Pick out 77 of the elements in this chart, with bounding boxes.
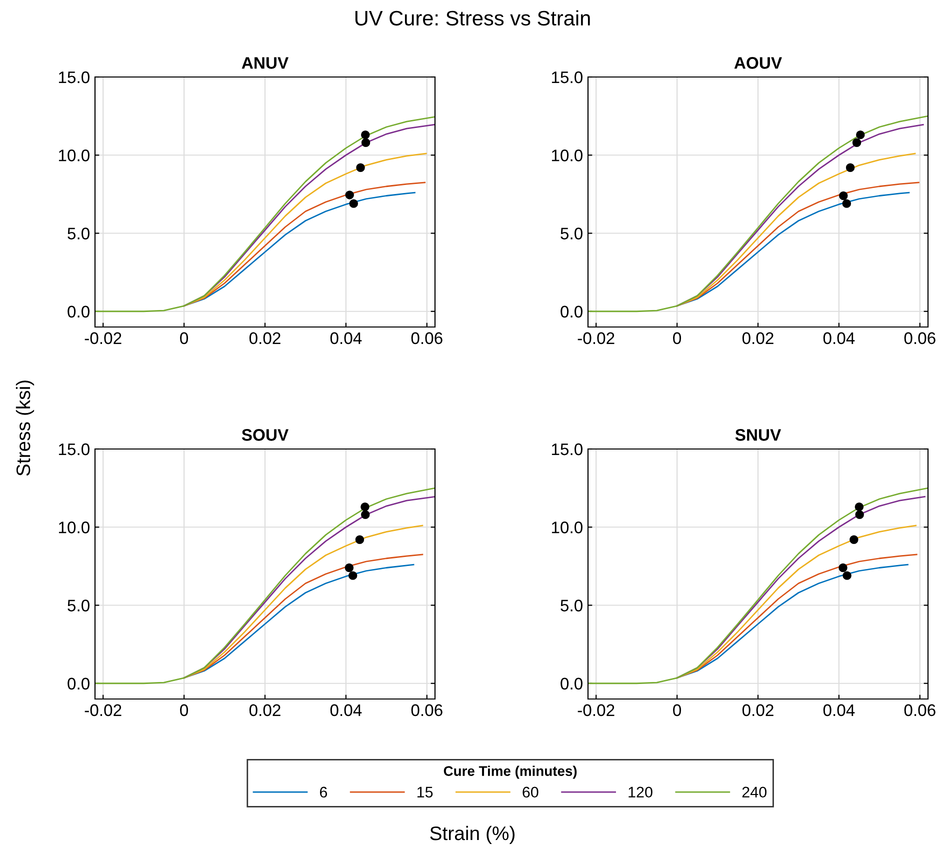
- x-tick-label: 0: [180, 332, 188, 344]
- point: [850, 535, 858, 544]
- x-tick-label: 0.06: [904, 332, 936, 344]
- y-axis-title: Stress (ksi): [16, 380, 34, 476]
- y-tick-label: 5.0: [560, 600, 582, 612]
- x-tick-label: 0.02: [249, 704, 280, 716]
- point: [855, 510, 864, 519]
- point: [356, 163, 365, 172]
- point: [361, 138, 370, 147]
- x-tick-label: 0.04: [823, 332, 855, 344]
- x-tick-label: 0.02: [742, 332, 774, 344]
- line-series: [588, 487, 928, 684]
- point: [854, 502, 864, 512]
- x-tick-label: -0.02: [84, 332, 122, 344]
- y-tick-label: 15.0: [552, 71, 582, 84]
- point: [838, 563, 848, 572]
- chart-title: SNUV: [735, 429, 782, 441]
- point: [361, 510, 370, 519]
- legend-title: Cure Time (minutes): [444, 766, 577, 779]
- line-series: [183, 496, 435, 679]
- point: [839, 191, 848, 200]
- point: [361, 130, 370, 140]
- line-series: [183, 124, 435, 307]
- x-tick-label: 0.02: [249, 332, 280, 344]
- text: UV Cure: Stress vs Strain: [355, 10, 590, 26]
- point: [856, 130, 865, 140]
- legend-label: 6: [320, 786, 328, 798]
- point: [345, 190, 354, 200]
- y-tick-label: 10.0: [552, 522, 582, 534]
- y-tick-label: 15.0: [58, 443, 90, 456]
- legend-label: 240: [742, 786, 766, 798]
- point: [348, 571, 358, 580]
- x-tick-label: -0.02: [578, 332, 614, 344]
- x-axis-title: Strain (%): [430, 826, 515, 844]
- point: [360, 502, 370, 512]
- y-tick-label: 15.0: [552, 443, 582, 456]
- chart-title: ANUV: [242, 57, 288, 69]
- x-tick-label: 0: [673, 704, 682, 716]
- line-series: [676, 124, 924, 307]
- y-tick-label: 0.0: [68, 678, 90, 690]
- y-tick-label: 5.0: [68, 228, 90, 240]
- x-tick-label: -0.02: [578, 704, 614, 716]
- y-tick-label: 10.0: [58, 150, 90, 162]
- line-series: [676, 496, 926, 679]
- point: [842, 571, 852, 580]
- line-series: [588, 115, 928, 312]
- y-tick-label: 5.0: [68, 600, 90, 612]
- y-tick-label: 0.0: [560, 678, 582, 690]
- y-tick-label: 10.0: [58, 522, 90, 534]
- legend-label: 60: [522, 786, 538, 798]
- line-series: [95, 116, 435, 312]
- point: [842, 199, 852, 208]
- y-tick-label: 5.0: [560, 228, 582, 240]
- x-tick-label: 0.02: [742, 704, 774, 716]
- x-tick-label: 0.04: [330, 332, 362, 344]
- y-tick-label: 0.0: [560, 306, 582, 318]
- x-tick-label: -0.02: [84, 704, 122, 716]
- legend-label: 15: [417, 786, 433, 798]
- x-tick-label: 0.06: [411, 704, 442, 716]
- legend-label: 120: [628, 786, 652, 798]
- x-tick-label: 0: [673, 332, 682, 344]
- x-tick-label: 0.04: [823, 704, 855, 716]
- y-tick-label: 15.0: [58, 71, 90, 84]
- point: [852, 138, 862, 147]
- point: [344, 563, 354, 572]
- chart-title: SOUV: [242, 429, 288, 441]
- y-tick-label: 0.0: [68, 306, 90, 318]
- point: [349, 199, 358, 208]
- chart-title: AOUV: [734, 57, 782, 69]
- point: [846, 163, 855, 172]
- y-tick-label: 10.0: [552, 150, 582, 162]
- x-tick-label: 0.04: [330, 704, 362, 716]
- line-series: [95, 487, 435, 684]
- point: [355, 535, 364, 544]
- x-tick-label: 0.06: [411, 332, 442, 344]
- x-tick-label: 0: [180, 704, 188, 716]
- x-tick-label: 0.06: [904, 704, 936, 716]
